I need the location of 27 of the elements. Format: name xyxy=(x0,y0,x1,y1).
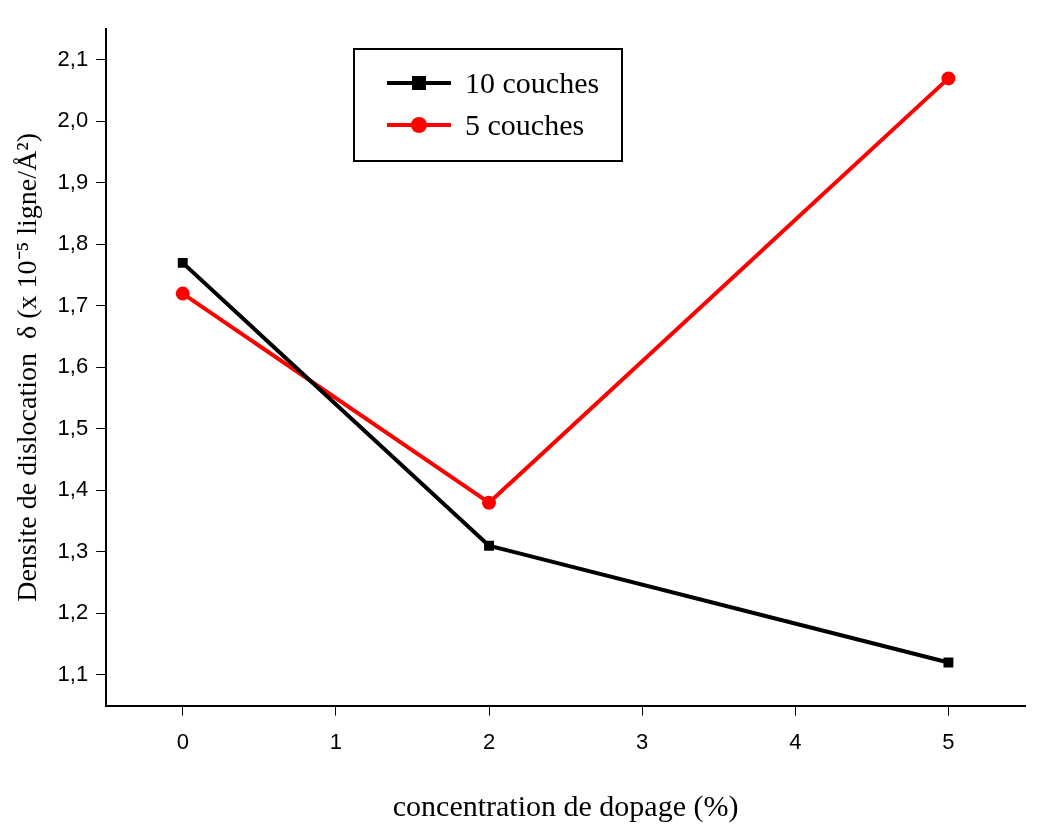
x-axis-title: concentration de dopage (%) xyxy=(392,788,739,823)
y-tick-label: 1,2 xyxy=(57,599,89,625)
x-tick-label: 0 xyxy=(176,728,189,754)
y-tick-label: 1,3 xyxy=(57,537,89,563)
x-tick-label: 2 xyxy=(482,728,496,754)
y-tick-label: 1,1 xyxy=(57,660,89,686)
point xyxy=(941,71,956,86)
y-tick-label: 1,8 xyxy=(57,230,89,256)
y-tick-label: 1,7 xyxy=(57,291,89,317)
point xyxy=(943,657,954,668)
point xyxy=(482,495,497,510)
point xyxy=(177,257,188,268)
x-tick-label: 3 xyxy=(636,728,649,754)
x-tick-label: 5 xyxy=(942,728,955,754)
point xyxy=(484,540,494,551)
y-tick-label: 2,1 xyxy=(57,46,89,72)
y-tick-label: 1,6 xyxy=(57,353,89,379)
y-axis-title: Densite de dislocation δ (x 10⁻⁵ ligne/Å²) xyxy=(11,132,43,602)
y-tick-label: 2,0 xyxy=(57,107,89,133)
x-tick-label: 1 xyxy=(329,728,343,754)
legend-label: 5 couches xyxy=(465,108,585,142)
y-tick-label: 1,5 xyxy=(57,414,89,440)
x-tick-label: 4 xyxy=(789,728,802,754)
point xyxy=(175,286,190,301)
y-tick-label: 1,9 xyxy=(57,168,89,194)
y-tick-label: 1,4 xyxy=(57,476,89,502)
legend-label: 10 couches xyxy=(465,66,600,100)
